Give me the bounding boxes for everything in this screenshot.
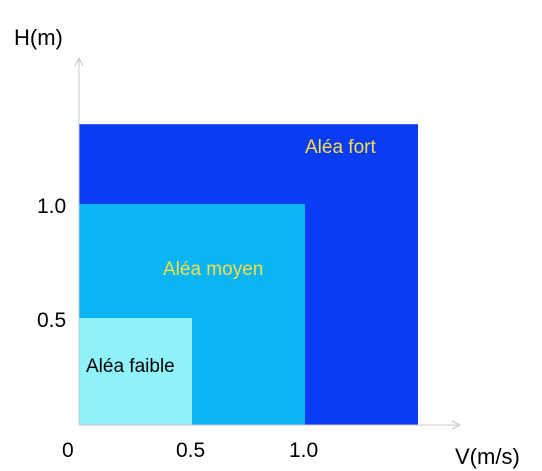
y-tick-label: 0.5 (37, 309, 66, 332)
y-axis-title: H(m) (14, 25, 63, 50)
y-axis-arrow (74, 56, 84, 67)
x-tick-label: 1.0 (289, 439, 318, 462)
x-tick-label: 0.5 (176, 439, 205, 462)
zone-faible (79, 318, 192, 425)
x-axis-title: V(m/s) (455, 444, 520, 469)
x-axis-arrow (451, 420, 462, 430)
zone-label-moyen: Aléa moyen (163, 259, 263, 280)
y-tick-label: 1.0 (37, 195, 66, 218)
hazard-zones (79, 124, 418, 425)
tick-labels: 0.5 1.0 0.5 1.0 (37, 195, 318, 462)
axes (74, 56, 462, 430)
origin-label: 0 (62, 439, 74, 462)
zone-labels: Aléa fort Aléa moyen Aléa faible (86, 137, 376, 377)
zone-label-faible: Aléa faible (86, 356, 175, 377)
zone-label-fort: Aléa fort (305, 137, 376, 158)
